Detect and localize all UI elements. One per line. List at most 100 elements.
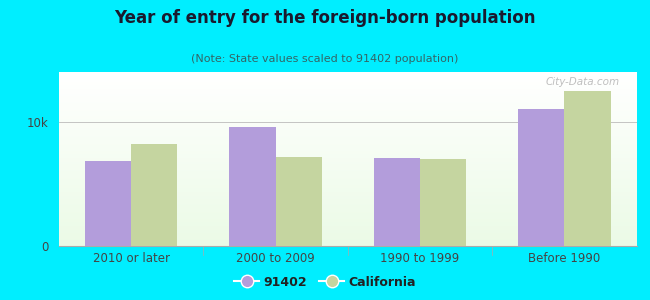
- Bar: [58, 127, 637, 128]
- Bar: [58, 146, 637, 147]
- Bar: [58, 113, 637, 114]
- Bar: [58, 171, 637, 172]
- Bar: [58, 225, 637, 226]
- Bar: [58, 138, 637, 139]
- Bar: [229, 127, 276, 246]
- Bar: [58, 167, 637, 168]
- Bar: [58, 108, 637, 109]
- Bar: [58, 181, 637, 182]
- Bar: [58, 128, 637, 129]
- Bar: [58, 112, 637, 113]
- Bar: [58, 168, 637, 169]
- Bar: [58, 141, 637, 142]
- Bar: [58, 137, 637, 138]
- Bar: [58, 234, 637, 235]
- Bar: [58, 197, 637, 198]
- Bar: [58, 149, 637, 150]
- Bar: [58, 239, 637, 240]
- Bar: [58, 243, 637, 244]
- Bar: [58, 189, 637, 190]
- Bar: [58, 183, 637, 184]
- Bar: [58, 90, 637, 91]
- Bar: [58, 182, 637, 183]
- Bar: [58, 201, 637, 202]
- Bar: [58, 202, 637, 203]
- Bar: [58, 164, 637, 165]
- Bar: [58, 143, 637, 144]
- Bar: [58, 158, 637, 159]
- Bar: [58, 172, 637, 173]
- Bar: [58, 174, 637, 175]
- Bar: [58, 205, 637, 206]
- Bar: [58, 191, 637, 192]
- Bar: [58, 121, 637, 122]
- Bar: [58, 187, 637, 188]
- Bar: [58, 131, 637, 132]
- Bar: [58, 151, 637, 152]
- Bar: [58, 211, 637, 212]
- Text: (Note: State values scaled to 91402 population): (Note: State values scaled to 91402 popu…: [191, 54, 459, 64]
- Bar: [58, 219, 637, 220]
- Bar: [58, 196, 637, 197]
- Bar: [58, 166, 637, 167]
- Bar: [58, 209, 637, 210]
- Bar: [58, 195, 637, 196]
- Bar: [58, 130, 637, 131]
- Bar: [58, 87, 637, 88]
- Bar: [58, 232, 637, 233]
- Bar: [58, 125, 637, 126]
- Bar: [58, 202, 637, 203]
- Bar: [58, 157, 637, 158]
- Bar: [58, 144, 637, 145]
- Bar: [58, 129, 637, 130]
- Bar: [58, 245, 637, 246]
- Bar: [58, 107, 637, 108]
- Bar: [58, 237, 637, 238]
- Bar: [58, 224, 637, 225]
- Bar: [58, 176, 637, 177]
- Bar: [58, 100, 637, 101]
- Bar: [58, 99, 637, 100]
- Bar: [58, 76, 637, 77]
- Bar: [58, 86, 637, 87]
- Bar: [58, 126, 637, 127]
- Bar: [58, 236, 637, 237]
- Bar: [58, 145, 637, 146]
- Bar: [58, 79, 637, 80]
- Bar: [58, 132, 637, 133]
- Bar: [58, 192, 637, 193]
- Bar: [58, 159, 637, 160]
- Bar: [58, 114, 637, 115]
- Bar: [58, 82, 637, 83]
- Bar: [58, 190, 637, 191]
- Bar: [58, 135, 637, 136]
- Bar: [58, 133, 637, 134]
- Bar: [58, 223, 637, 224]
- Bar: [58, 115, 637, 116]
- Bar: [58, 241, 637, 242]
- Bar: [58, 194, 637, 195]
- Bar: [58, 218, 637, 219]
- Text: Year of entry for the foreign-born population: Year of entry for the foreign-born popul…: [114, 9, 536, 27]
- Bar: [58, 184, 637, 185]
- Bar: [58, 148, 637, 149]
- Bar: [58, 75, 637, 76]
- Bar: [58, 235, 637, 236]
- Bar: [58, 109, 637, 110]
- Bar: [58, 101, 637, 102]
- Bar: [58, 169, 637, 170]
- Bar: [58, 226, 637, 227]
- Bar: [58, 103, 637, 104]
- Bar: [420, 159, 466, 246]
- Bar: [58, 105, 637, 106]
- Bar: [58, 122, 637, 123]
- Bar: [58, 78, 637, 79]
- Bar: [58, 212, 637, 213]
- Bar: [58, 140, 637, 141]
- Bar: [58, 95, 637, 96]
- Bar: [58, 77, 637, 78]
- Bar: [58, 215, 637, 216]
- Bar: [58, 175, 637, 176]
- Bar: [58, 89, 637, 90]
- Bar: [58, 178, 637, 179]
